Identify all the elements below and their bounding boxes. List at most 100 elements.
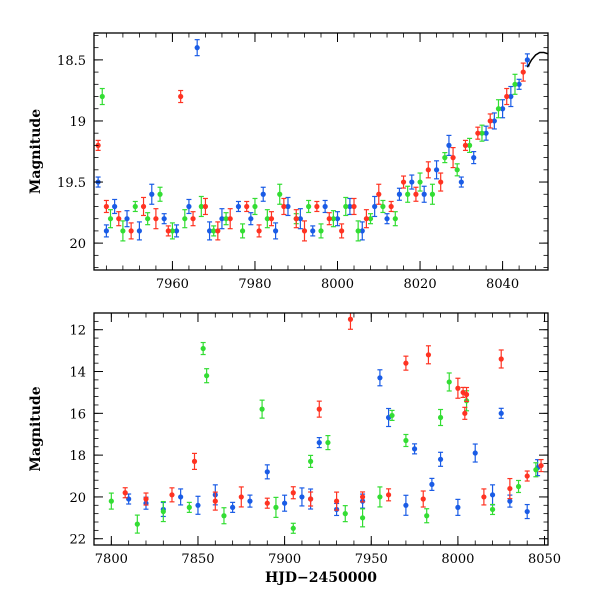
bottom-point (377, 369, 383, 387)
bottom-point (238, 486, 244, 508)
bottom-point (308, 454, 314, 468)
bottom-point (169, 487, 175, 503)
top-point (306, 199, 312, 214)
top-point (273, 222, 279, 240)
top-point (132, 200, 138, 213)
bottom-point (316, 400, 322, 418)
top-point (153, 208, 159, 230)
top-point (471, 151, 477, 165)
bottom-point (403, 433, 409, 448)
bottom-point (290, 486, 296, 500)
bottom-point (489, 503, 496, 516)
bottom-point (385, 407, 392, 428)
bottom-y-tick-label: 22 (69, 533, 86, 548)
bottom-point (429, 477, 435, 491)
bottom-point (437, 451, 444, 467)
top-point (512, 73, 518, 95)
top-point (450, 147, 456, 169)
bottom-frame (93, 312, 549, 546)
bottom-point (247, 494, 253, 508)
top-point (239, 223, 246, 239)
bottom-x-axis-title: HJD−2450000 (265, 570, 377, 586)
top-point (215, 221, 221, 241)
bottom-point (424, 508, 430, 524)
bottom-point (134, 514, 140, 534)
top-data-points (95, 39, 548, 242)
bottom-point (290, 522, 296, 534)
top-point (140, 196, 147, 217)
top-point (190, 211, 196, 227)
bottom-axes: 7800 7850 7900 7950 8000 8050 12 14 16 18 20 22 (69, 312, 561, 567)
top-point (454, 163, 460, 177)
bottom-x-tick-label: 7950 (355, 552, 388, 567)
top-point (483, 125, 489, 141)
top-x-tick-label: 7960 (156, 277, 189, 292)
bottom-point (347, 313, 354, 330)
top-point (268, 211, 275, 227)
bottom-point (359, 508, 366, 528)
top-point (301, 220, 308, 242)
bottom-y-axis-title: Magnitude (28, 386, 44, 471)
top-point (198, 195, 204, 218)
top-point (310, 225, 316, 237)
top-point (400, 175, 407, 189)
top-point (161, 213, 167, 225)
bottom-x-tick-label: 8000 (441, 552, 474, 567)
bottom-point (273, 496, 279, 518)
top-point (421, 185, 427, 203)
top-point (384, 213, 390, 225)
top-point (466, 137, 473, 153)
bottom-x-tick-label: 7850 (181, 552, 214, 567)
top-point (487, 113, 493, 129)
top-point (256, 224, 262, 238)
bottom-point (143, 492, 149, 506)
bottom-point (204, 368, 210, 384)
top-point (128, 222, 134, 240)
top-point (334, 211, 341, 227)
bottom-point (389, 409, 395, 422)
top-point (405, 185, 411, 203)
top-point (339, 223, 345, 239)
top-point (194, 39, 200, 57)
bottom-point (498, 407, 504, 419)
bottom-point (200, 341, 206, 356)
bottom-point (524, 503, 530, 520)
bottom-point (377, 486, 383, 508)
bottom-point (533, 462, 539, 478)
top-point (413, 186, 419, 202)
top-point (206, 221, 213, 241)
top-point (359, 221, 365, 241)
top-point (248, 212, 254, 226)
bottom-y-tick-label: 20 (69, 491, 86, 506)
top-point (285, 196, 291, 217)
bottom-x-tick-label: 7800 (95, 552, 128, 567)
top-point (223, 212, 229, 226)
bottom-point (403, 494, 409, 516)
bottom-point (385, 488, 392, 502)
top-point (219, 208, 225, 230)
bottom-point (299, 487, 305, 507)
top-point (330, 210, 336, 228)
bottom-y-tick-label: 16 (69, 407, 86, 422)
top-point (314, 200, 320, 213)
top-point (504, 87, 510, 106)
bottom-point (507, 477, 513, 500)
top-point (235, 200, 242, 213)
top-point (99, 87, 105, 106)
top-point (380, 199, 386, 214)
top-point (417, 172, 423, 192)
bottom-point (316, 436, 322, 449)
top-point (326, 212, 332, 226)
top-x-tick-label: 8020 (404, 277, 437, 292)
bottom-point (126, 493, 132, 505)
top-x-tick-label: 7980 (238, 277, 271, 292)
bottom-point (230, 501, 236, 513)
top-point (264, 209, 270, 229)
bottom-point (342, 505, 348, 523)
top-point (124, 210, 130, 228)
top-point (260, 186, 266, 202)
top-point (351, 197, 357, 216)
top-point (178, 89, 184, 104)
top-point (202, 197, 209, 216)
top-x-tick-label: 8000 (321, 277, 354, 292)
